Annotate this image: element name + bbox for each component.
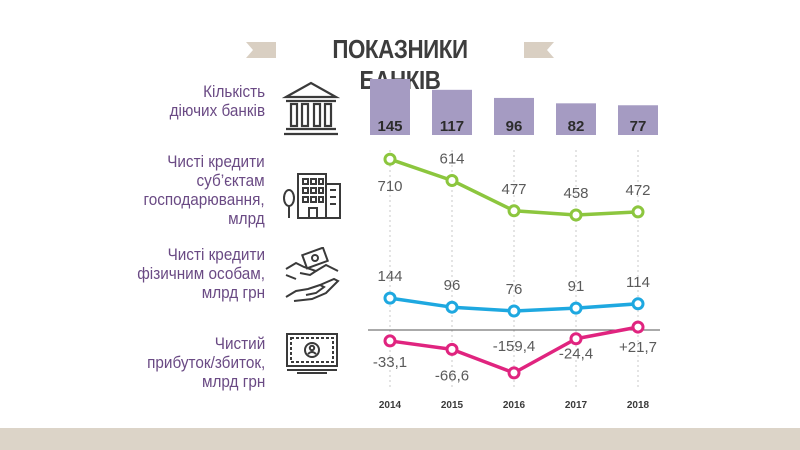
data-point <box>507 204 521 218</box>
data-label: 477 <box>501 181 526 198</box>
x-tick-label: 2016 <box>503 400 526 411</box>
data-label: 91 <box>568 278 585 295</box>
data-label: 710 <box>377 178 402 195</box>
data-point <box>445 173 459 187</box>
data-label: -159,4 <box>493 338 536 355</box>
data-label: 144 <box>377 268 402 285</box>
footer-band <box>0 428 800 450</box>
label-line: млрд грн <box>201 372 265 391</box>
bar <box>618 105 658 135</box>
data-label: 472 <box>625 182 650 199</box>
data-point <box>507 366 521 380</box>
x-tick-label: 2018 <box>627 400 650 411</box>
bar-data-label: 117 <box>440 118 464 135</box>
label-line: Чистий <box>214 334 265 353</box>
row-label-net-profit: Чистий прибуток/збиток, млрд грн <box>147 334 265 391</box>
bar-data-label: 77 <box>630 118 647 135</box>
bar-data-label: 82 <box>568 118 585 135</box>
data-label: -33,1 <box>373 354 407 371</box>
data-point <box>383 291 397 305</box>
data-label: 614 <box>439 150 464 167</box>
label-line: прибуток/збиток, <box>146 353 265 372</box>
bar <box>432 89 472 135</box>
data-point <box>631 320 645 334</box>
label-line: фізичним особам, <box>137 264 265 283</box>
data-point <box>383 334 397 348</box>
row-label-retail-loans: Чисті кредити фізичним особам, млрд грн <box>137 245 265 302</box>
bar <box>494 97 534 135</box>
x-tick-label: 2017 <box>565 400 588 411</box>
label-line: Кількість <box>203 82 265 101</box>
label-line: млрд <box>228 209 265 228</box>
label-line: Чисті кредити <box>167 152 265 171</box>
data-point <box>569 332 583 346</box>
x-tick-label: 2015 <box>441 400 464 411</box>
label-line: млрд грн <box>201 283 265 302</box>
bar <box>370 79 410 135</box>
data-label: -66,6 <box>435 367 469 384</box>
data-label: 114 <box>626 274 650 291</box>
left-ribbon-decoration <box>246 42 276 58</box>
label-line: суб’єктам <box>196 171 265 190</box>
data-label: +21,7 <box>619 339 657 356</box>
data-point <box>569 208 583 222</box>
label-line: діючих банків <box>169 101 265 120</box>
data-label: 458 <box>563 185 588 202</box>
data-label: -24,4 <box>559 346 593 363</box>
data-point <box>445 300 459 314</box>
data-label: 96 <box>444 277 461 294</box>
label-line: Чисті кредити <box>167 245 265 264</box>
data-point <box>383 152 397 166</box>
money-handshake-icon <box>285 247 340 302</box>
office-buildings-icon <box>283 173 341 219</box>
data-point <box>631 205 645 219</box>
bar <box>556 103 596 135</box>
data-point <box>631 297 645 311</box>
bank-building-icon <box>282 81 340 136</box>
row-label-banks: Кількість діючих банків <box>170 82 265 120</box>
data-point <box>569 301 583 315</box>
bar-data-label: 145 <box>377 118 402 135</box>
row-label-corporate-loans: Чисті кредити суб’єктам господарювання, … <box>144 152 265 228</box>
data-point <box>507 304 521 318</box>
label-line: господарювання, <box>143 190 265 209</box>
right-ribbon-decoration <box>524 42 554 58</box>
banknote-icon <box>286 333 338 374</box>
x-tick-label: 2014 <box>379 400 402 411</box>
data-label: 76 <box>506 281 523 298</box>
data-point <box>445 342 459 356</box>
bar-data-label: 96 <box>506 118 523 135</box>
